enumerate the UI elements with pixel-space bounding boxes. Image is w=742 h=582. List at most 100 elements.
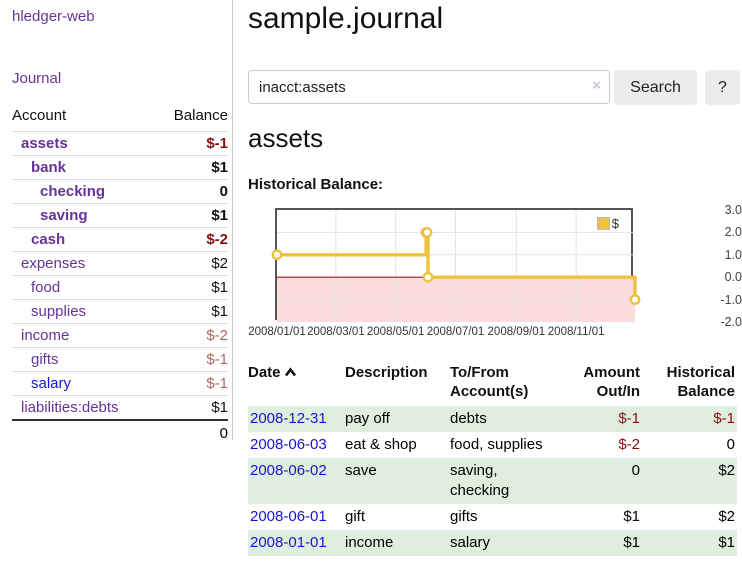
account-balance: $1 — [211, 159, 228, 176]
x-tick-label: 2008/03/01 — [307, 326, 365, 338]
help-button[interactable]: ? — [705, 70, 740, 105]
account-link[interactable]: cash — [31, 231, 66, 248]
account-row: food $1 — [12, 275, 228, 299]
account-balance: $1 — [211, 279, 228, 296]
account-row: income $-2 — [12, 323, 228, 347]
accounts-table-header: Account Balance — [12, 104, 228, 131]
sidebar-item-journal[interactable]: Journal — [12, 70, 62, 87]
app-title-link[interactable]: hledger-web — [12, 8, 95, 25]
account-link[interactable]: supplies — [31, 303, 87, 320]
x-tick-label: 2008/05/01 — [366, 326, 425, 338]
transaction-balance-cell: $2 — [718, 508, 735, 525]
account-balance: $1 — [211, 399, 228, 416]
accounts-total-value: 0 — [219, 425, 228, 442]
account-balance: $-1 — [206, 375, 228, 392]
search-button[interactable]: Search — [614, 70, 697, 105]
account-link[interactable]: income — [21, 327, 70, 344]
clear-search-icon[interactable]: × — [592, 77, 601, 94]
transaction-description-cell: income — [345, 534, 394, 551]
table-row: 2008-01-01 income salary $1 $1 — [248, 530, 737, 556]
col-header-balance[interactable]: Historical Balance — [666, 364, 735, 400]
transaction-amount-cell: 0 — [631, 462, 640, 479]
account-link[interactable]: gifts — [31, 351, 59, 368]
date-link[interactable]: 2008-12-31 — [250, 410, 327, 427]
account-row: expenses $2 — [12, 251, 228, 275]
table-row: 2008-06-03 eat & shop food, supplies $-2 0 — [248, 432, 737, 458]
x-tick-label: 2008/09/01 — [487, 326, 546, 338]
register-table: Date Description To/From Account(s) Amou… — [248, 360, 737, 556]
legend-label: $ — [611, 216, 619, 231]
account-link[interactable]: expenses — [21, 255, 86, 272]
table-row: 2008-12-31 pay off debts $-1 $-1 — [248, 406, 737, 432]
account-balance: $-1 — [206, 135, 228, 152]
transaction-description-cell: gift — [345, 508, 366, 525]
accounts-list: assets $-1 bank $1 checking 0 saving $1 cash $-2 e… — [12, 131, 228, 419]
date-link[interactable]: 2008-01-01 — [250, 534, 327, 551]
chart-title: Historical Balance: — [248, 176, 384, 193]
table-row: 2008-06-02 save saving, checking 0 $2 — [248, 458, 737, 504]
transaction-accounts-cell: salary — [450, 534, 491, 551]
account-link[interactable]: bank — [31, 159, 67, 176]
col-header-accounts[interactable]: To/From Account(s) — [450, 364, 529, 400]
account-row: liabilities:debts $1 — [12, 395, 228, 419]
account-row: salary $-1 — [12, 371, 228, 395]
date-header-label: Date — [248, 364, 281, 381]
transaction-amount-cell: $1 — [623, 534, 640, 551]
transaction-description-cell: pay off — [345, 410, 390, 427]
account-link[interactable]: checking — [40, 183, 106, 200]
y-tick-label: 2.0 — [724, 225, 742, 240]
account-link[interactable]: food — [31, 279, 61, 296]
y-tick-label: 1.0 — [724, 247, 742, 262]
transaction-date-cell: 2008-06-01 — [248, 504, 345, 530]
x-tick-label: 2008/01/01 — [248, 326, 306, 338]
accounts-header-balance: Balance — [173, 107, 228, 124]
page-title: sample.journal — [248, 2, 444, 35]
x-tick-label: 2008/11/01 — [547, 326, 605, 338]
balance-chart: 3.0 2.0 1.0 0.0 -1.0 -2.0 $ 2008/01/01 2008/03… — [248, 200, 742, 348]
register-body: 2008-12-31 pay off debts $-1 $-1 2008-06-03 ea… — [248, 406, 737, 556]
search-bar: × Search ? — [248, 70, 742, 105]
col-header-description[interactable]: Description — [345, 364, 428, 381]
transaction-date-cell: 2008-12-31 — [248, 406, 345, 432]
table-row: 2008-06-01 gift gifts $1 $2 — [248, 504, 737, 530]
col-header-amount[interactable]: Amount Out/In — [583, 364, 640, 400]
account-heading: assets — [248, 123, 324, 153]
transaction-balance-cell: 0 — [726, 436, 735, 453]
account-balance: $1 — [211, 303, 228, 320]
transaction-date-cell: 2008-06-03 — [248, 432, 345, 458]
account-row: cash $-2 — [12, 227, 228, 251]
x-tick-label: 2008/07/01 — [426, 326, 485, 338]
transaction-description-cell: save — [345, 462, 377, 479]
date-link[interactable]: 2008-06-02 — [250, 462, 327, 479]
transaction-description-cell: eat & shop — [345, 436, 417, 453]
y-tick-label: -1.0 — [720, 292, 742, 307]
account-row: supplies $1 — [12, 299, 228, 323]
account-row: checking 0 — [12, 179, 228, 203]
date-link[interactable]: 2008-06-01 — [250, 508, 327, 525]
search-box: × — [248, 70, 610, 104]
account-balance: $2 — [211, 255, 228, 272]
account-link[interactable]: liabilities:debts — [21, 399, 119, 416]
y-tick-label: 0.0 — [724, 270, 742, 285]
account-row: bank $1 — [12, 155, 228, 179]
transaction-balance-cell: $1 — [718, 534, 735, 551]
account-balance: $1 — [211, 207, 228, 224]
col-header-date[interactable]: Date — [248, 360, 345, 406]
date-link[interactable]: 2008-06-03 — [250, 436, 327, 453]
chart-legend: $ — [596, 216, 619, 231]
transaction-date-cell: 2008-06-02 — [248, 458, 345, 504]
transaction-accounts-cell: debts — [450, 410, 487, 427]
transaction-amount-cell: $1 — [623, 508, 640, 525]
chart-plot-area[interactable]: $ — [271, 208, 641, 322]
account-balance: 0 — [219, 183, 228, 200]
search-input[interactable] — [248, 70, 610, 104]
account-link[interactable]: saving — [40, 207, 88, 224]
transaction-balance-cell: $-1 — [713, 410, 735, 427]
transaction-accounts-cell: saving, checking — [450, 462, 510, 499]
main-content: sample.journal × Search ? assets Histori… — [248, 0, 742, 582]
account-link[interactable]: salary — [31, 375, 72, 392]
account-link[interactable]: assets — [21, 135, 68, 152]
transaction-date-cell: 2008-01-01 — [248, 530, 345, 556]
accounts-header-account: Account — [12, 107, 67, 124]
